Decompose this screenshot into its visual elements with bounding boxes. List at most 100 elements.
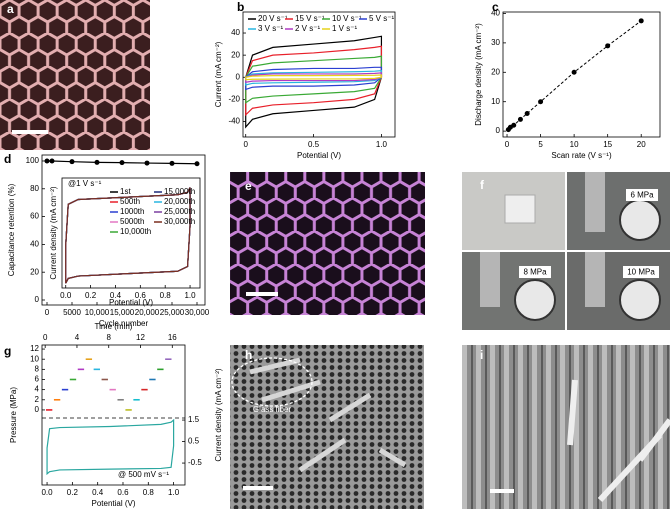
image-h: Glass fiber h xyxy=(230,345,424,509)
panel-label: b xyxy=(237,0,244,14)
pressure-label: 6 MPa xyxy=(630,191,654,200)
point xyxy=(119,160,125,166)
panel-label: h xyxy=(245,348,252,362)
legend-label: 15 V s⁻¹ xyxy=(295,14,325,23)
legend-label: 5000th xyxy=(120,217,144,226)
panel-label: d xyxy=(4,152,11,166)
point xyxy=(69,159,75,165)
point xyxy=(538,99,544,105)
y-tick-label: 0 xyxy=(236,72,241,81)
x-tick-label: 1.0 xyxy=(184,291,196,300)
plot-frame xyxy=(61,177,201,289)
legend-label: 5 V s⁻¹ xyxy=(369,14,394,23)
pressure-label: 8 MPa xyxy=(523,268,547,277)
panel-label: e xyxy=(245,179,252,193)
y-tick-label: 6 xyxy=(35,375,40,384)
x2-axis-label: Time (min) xyxy=(95,322,133,331)
y-tick-label: 40 xyxy=(30,239,39,248)
x-axis-label: Potential (V) xyxy=(109,298,153,307)
x-tick-label: 0.4 xyxy=(92,488,104,497)
point xyxy=(605,43,611,49)
x2-tick-label: 0 xyxy=(43,333,48,342)
legend-label: 10 V s⁻¹ xyxy=(332,14,362,23)
series-line xyxy=(46,418,175,476)
x-tick-label: 0.0 xyxy=(60,291,72,300)
panel-label: g xyxy=(4,344,11,358)
y-tick-label: 30 xyxy=(491,38,500,47)
y-tick-label: 10 xyxy=(30,354,39,363)
panel-label: f xyxy=(480,178,485,192)
y-tick-label: 4 xyxy=(35,385,40,394)
image-f: 6 MPa 8 MPa 10 MPa f xyxy=(462,172,670,330)
x2-tick-label: 4 xyxy=(75,333,80,342)
y-axis-label: Capacitance retention (%) xyxy=(7,183,16,276)
x2-tick-label: 16 xyxy=(168,333,177,342)
legend-label: 1000th xyxy=(120,207,144,216)
panel-label: c xyxy=(492,0,499,14)
y-tick-label: 10 xyxy=(491,97,500,106)
y-axis-label: Current (mA cm⁻²) xyxy=(214,41,223,107)
x-tick-label: 25,000 xyxy=(160,308,185,317)
chart: 0.0 0.2 0.4 0.6 0.8 1.0 Potential (V) Current d… xyxy=(49,177,201,307)
plot-frame xyxy=(41,344,186,486)
annotation: @1 V s⁻¹ xyxy=(68,179,102,188)
y2-axis-label: Current density (mA cm⁻²) xyxy=(214,368,223,461)
x-tick-label: 30,000 xyxy=(185,308,210,317)
y-tick-label: 0 xyxy=(35,295,40,304)
y-axis-label: Pressure (MPa) xyxy=(9,387,18,443)
x-tick-label: 15,000 xyxy=(110,308,135,317)
series-line xyxy=(245,74,383,81)
annotation: @ 500 mV s⁻¹ xyxy=(118,470,169,479)
x-axis-label: Scan rate (V s⁻¹) xyxy=(551,151,612,160)
x-tick-label: 0.8 xyxy=(143,488,155,497)
legend-label: 20,000th xyxy=(164,197,195,206)
fit-line xyxy=(507,20,642,130)
point xyxy=(511,122,517,128)
y-tick-label: -20 xyxy=(228,94,240,103)
point xyxy=(524,110,530,116)
legend-label: 500th xyxy=(120,197,140,206)
y-tick-label: 40 xyxy=(231,28,240,37)
y-tick-label: 20 xyxy=(30,267,39,276)
legend-label: 3 V s⁻¹ xyxy=(258,24,283,33)
x-tick-label: 1.0 xyxy=(376,140,388,149)
y2-tick-label: 0.5 xyxy=(188,437,200,446)
y-axis-label: Discharge density (mA cm⁻²) xyxy=(474,23,483,126)
image-i: i xyxy=(462,345,670,509)
point xyxy=(49,158,55,164)
x-tick-label: 0 xyxy=(243,140,248,149)
y-tick-label: 40 xyxy=(491,9,500,18)
legend-label: 2 V s⁻¹ xyxy=(295,24,320,33)
image-a: a xyxy=(0,0,150,150)
x-tick-label: 10,000 xyxy=(85,308,110,317)
x-tick-label: 20,000 xyxy=(135,308,160,317)
panel-label: a xyxy=(7,2,14,16)
x-tick-label: 5 xyxy=(538,140,543,149)
x-axis-label: Potential (V) xyxy=(297,151,341,160)
y-tick-label: 20 xyxy=(491,67,500,76)
x-tick-label: 1.0 xyxy=(168,488,180,497)
series-line xyxy=(47,160,198,165)
x-tick-label: 5000 xyxy=(63,308,81,317)
plot-frame xyxy=(242,11,396,138)
x-tick-label: 0.2 xyxy=(67,488,79,497)
x-tick-label: 0.6 xyxy=(135,291,147,300)
pressure-label: 10 MPa xyxy=(627,268,655,277)
x-tick-label: 10 xyxy=(570,140,579,149)
plot-frame xyxy=(502,11,661,138)
series-line xyxy=(245,69,383,86)
y-tick-label: 60 xyxy=(30,212,39,221)
legend-label: 1 V s⁻¹ xyxy=(332,24,357,33)
chart: 0 5 10 15 20 0 10 20 30 40 Scan rate (V s⁻¹) Discha… xyxy=(474,0,661,160)
y2-tick-label: 1.5 xyxy=(188,415,200,424)
y-tick-label: 100 xyxy=(26,156,40,165)
legend-label: 20 V s⁻¹ xyxy=(258,14,288,23)
x2-tick-label: 8 xyxy=(107,333,112,342)
inset-background xyxy=(62,178,200,288)
point xyxy=(194,161,200,167)
point xyxy=(638,18,644,24)
plot-frame xyxy=(41,154,206,306)
legend-label: 25,000th xyxy=(164,207,195,216)
image-e: e xyxy=(230,172,425,315)
